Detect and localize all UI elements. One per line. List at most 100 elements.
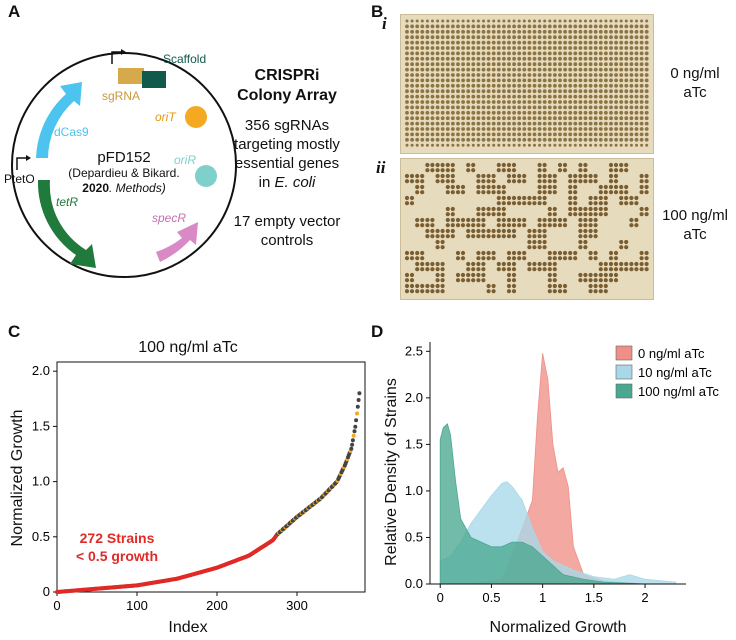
scatter-ytick-label: 0.5 [32,529,50,544]
colony [405,105,409,110]
colony [491,62,496,67]
colony [568,89,573,94]
colony [486,83,491,88]
colony [430,29,435,34]
colony [496,184,501,190]
colony [502,83,506,88]
scatter-frame [56,361,366,593]
colony [496,110,501,115]
colony [471,94,476,99]
colony [481,105,486,110]
colony [542,228,547,234]
colony [639,89,644,94]
colony [547,116,552,121]
colony [486,51,491,56]
colony [425,228,430,234]
colony [603,283,608,289]
colony [512,110,516,115]
colony [629,94,634,99]
colony [639,29,644,34]
colony [430,35,435,40]
colony [466,228,471,234]
colony [425,100,430,104]
colony [481,132,486,137]
colony [537,137,542,142]
colony [491,132,496,137]
colony [624,245,629,250]
colony [624,46,629,50]
colony [563,116,567,121]
colony [558,110,562,115]
colony [640,143,644,147]
colony [450,206,455,212]
colony [644,261,649,267]
colony [420,29,425,34]
legend-label: 100 ng/ml aTc [638,384,719,399]
colony [593,272,598,278]
colony [496,67,501,72]
colony [435,24,440,29]
colony [583,239,588,245]
colony [415,46,420,50]
colony [583,62,588,67]
colony [563,105,567,110]
colony [466,46,471,50]
colony [461,40,465,45]
colony [604,116,608,121]
colony [588,35,593,40]
colony [435,100,440,104]
tetr-arrow [37,180,96,268]
colony [405,132,409,137]
colony [629,217,634,223]
colony [450,190,455,195]
colony [593,24,598,29]
colony [604,19,608,23]
colony [415,261,420,267]
colony [506,234,512,239]
colony [415,62,420,67]
colony [583,100,588,104]
colony [629,29,634,34]
colony [425,217,430,223]
colony [486,56,491,61]
density-ytick-label: 2.5 [405,343,423,358]
colony [624,78,629,83]
colony [517,250,522,256]
colony [527,234,532,239]
colony [415,250,420,256]
colony [517,132,522,137]
colony [573,89,578,94]
scatter-annotation-line1: 272 Strains [80,530,155,546]
colony [547,256,552,261]
colony [440,228,445,234]
colony [532,201,537,206]
colony [619,132,624,137]
colony [481,272,486,278]
colony [578,51,583,56]
colony [563,29,567,34]
colony [629,89,634,94]
colony [455,278,461,283]
colony [532,51,537,56]
colony [558,29,562,34]
colony [522,24,527,29]
colony [511,195,517,201]
array-title-line1: CRISPRi [254,67,320,84]
colony [476,46,481,50]
colony [440,116,445,121]
colony [435,127,440,131]
colony [548,143,552,147]
controls-description: 17 empty vector controls [222,212,352,250]
colony [613,267,619,272]
colony [512,46,516,50]
colony [451,62,455,67]
colony [476,234,481,239]
colony [430,289,435,294]
colony [420,116,425,121]
colony [644,56,649,61]
colony [613,272,619,278]
colony [598,35,603,40]
colony [527,35,532,40]
colony [440,283,445,289]
colony [557,256,563,261]
